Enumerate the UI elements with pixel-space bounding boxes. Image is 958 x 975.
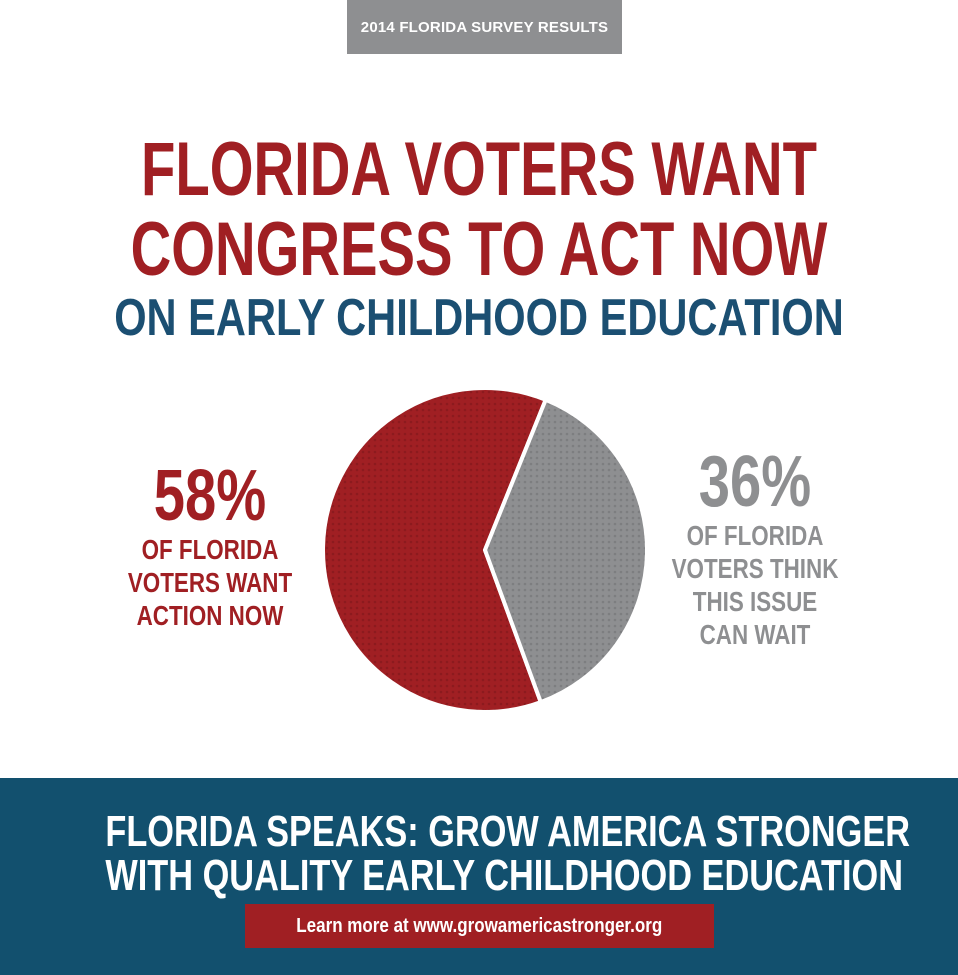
stat-can-wait-line-1: OF FLORIDA — [686, 520, 824, 551]
stat-can-wait-line-2: VOTERS THINK — [671, 553, 839, 584]
survey-tag: 2014 FLORIDA SURVEY RESULTS — [347, 0, 622, 54]
learn-more-link[interactable]: Learn more at www.growamericastronger.or… — [245, 904, 714, 948]
footer-line-1: FLORIDA SPEAKS: GROW AMERICA STRONGER — [105, 807, 910, 856]
stat-can-wait-percent: 36% — [698, 442, 812, 522]
headline-line-2: CONGRESS TO ACT NOW — [130, 207, 828, 292]
stat-can-wait: 36% OF FLORIDA VOTERS THINK THIS ISSUE C… — [650, 446, 860, 650]
stat-can-wait-line-4: CAN WAIT — [699, 619, 811, 650]
headline-line-1: FLORIDA VOTERS WANT — [141, 127, 817, 212]
stat-action-now-percent: 58% — [153, 456, 267, 536]
pie-slice-can-wait — [483, 397, 649, 705]
pie-chart — [321, 386, 649, 714]
footer-banner: FLORIDA SPEAKS: GROW AMERICA STRONGER WI… — [0, 778, 958, 975]
learn-more-link-text: Learn more at www.growamericastronger.or… — [296, 914, 663, 937]
stat-action-now-line-3: ACTION NOW — [136, 600, 284, 631]
stat-action-now-line-2: VOTERS WANT — [127, 567, 293, 598]
subheadline: ON EARLY CHILDHOOD EDUCATION — [114, 289, 844, 347]
pie-slice-action-now — [321, 386, 548, 714]
stat-action-now-line-1: OF FLORIDA — [141, 534, 279, 565]
stat-can-wait-line-3: THIS ISSUE — [692, 586, 818, 617]
footer-line-2: WITH QUALITY EARLY CHILDHOOD EDUCATION — [105, 851, 904, 900]
stat-action-now: 58% OF FLORIDA VOTERS WANT ACTION NOW — [100, 460, 320, 631]
